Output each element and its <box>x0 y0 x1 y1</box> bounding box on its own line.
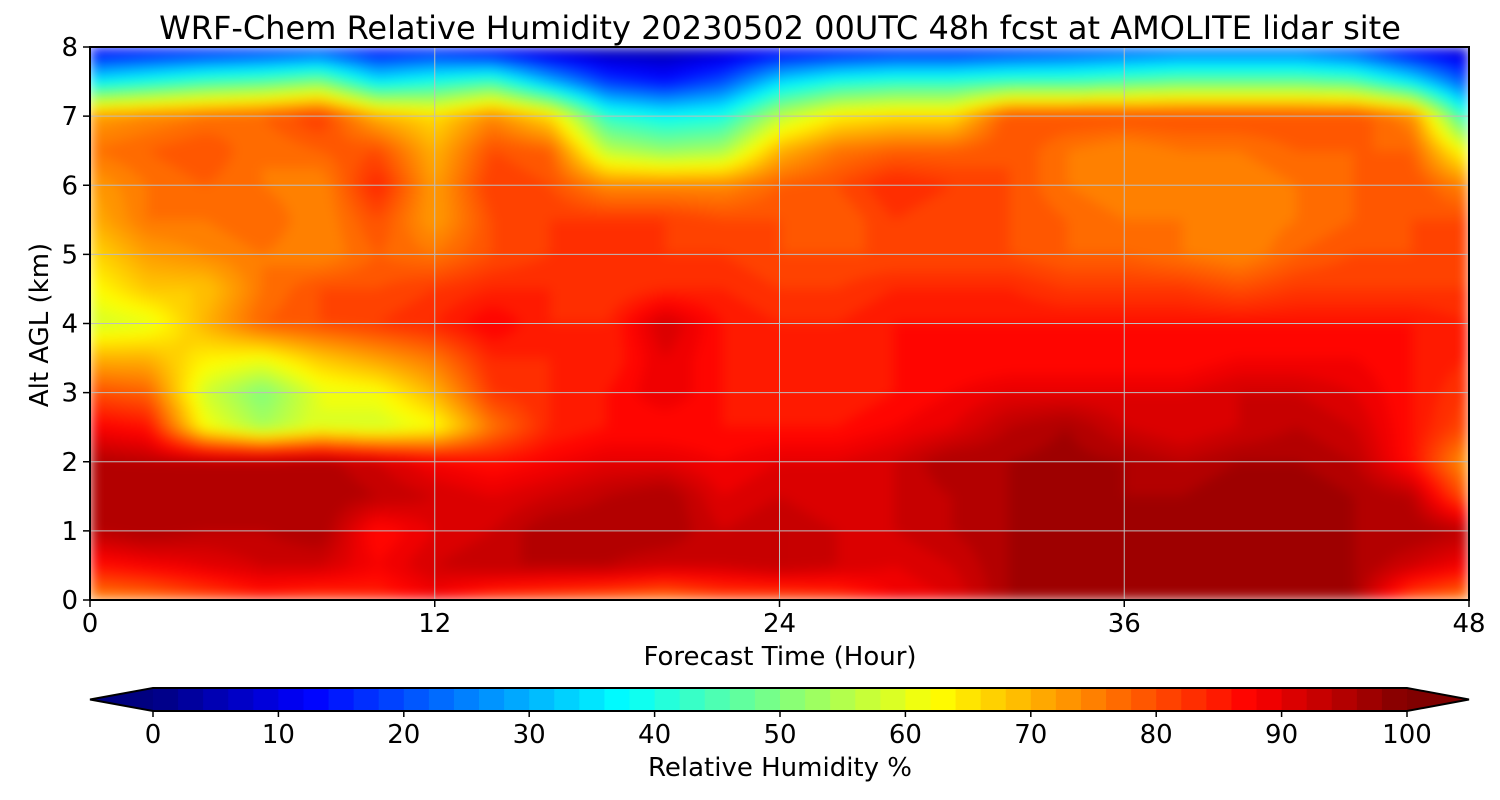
colorbar-segment <box>629 688 656 711</box>
x-tick-label: 48 <box>1452 609 1485 639</box>
y-tick-label: 2 <box>61 448 78 478</box>
colorbar-segment <box>1005 688 1032 711</box>
y-axis-label: Alt AGL (km) <box>25 243 55 407</box>
colorbar-segment <box>830 688 856 711</box>
colorbar-segment <box>1206 688 1233 711</box>
colorbar <box>89 687 1470 712</box>
colorbar-segment <box>805 688 831 711</box>
colorbar-segment <box>203 688 229 711</box>
colorbar-segment <box>1030 688 1057 711</box>
colorbar-segment <box>579 688 606 711</box>
colorbar-segment <box>479 688 505 711</box>
colorbar-segment <box>504 688 530 711</box>
colorbar-segment <box>1055 688 1082 711</box>
colorbar-segment <box>1281 688 1308 711</box>
colorbar-segment <box>278 688 305 711</box>
colorbar-segment <box>1106 688 1132 711</box>
colorbar-tick-label: 30 <box>513 720 546 750</box>
colorbar-segment <box>1156 688 1182 711</box>
colorbar-segment <box>153 688 179 711</box>
colorbar-extend-min <box>90 688 153 711</box>
x-axis: 0 12 24 36 48 <box>82 600 1486 639</box>
colorbar-segment <box>328 688 355 711</box>
y-tick-label: 1 <box>61 517 78 547</box>
y-tick-label: 5 <box>61 240 78 270</box>
colorbar-segment <box>1306 688 1333 711</box>
y-tick-label: 7 <box>61 102 78 132</box>
colorbar-segment <box>178 688 204 711</box>
colorbar-tick-label: 80 <box>1140 720 1173 750</box>
colorbar-segment <box>453 688 480 711</box>
colorbar-tick-label: 50 <box>763 720 796 750</box>
x-tick-label: 0 <box>82 609 99 639</box>
colorbar-segment <box>1181 688 1207 711</box>
colorbar-segment <box>780 688 806 711</box>
colorbar-segment <box>679 688 706 711</box>
colorbar-segment <box>228 688 254 711</box>
colorbar-segment <box>378 688 405 711</box>
y-tick-label: 0 <box>61 586 78 616</box>
y-axis: 0 1 2 3 4 5 6 7 8 <box>61 33 90 616</box>
colorbar-tick-label: 100 <box>1382 720 1432 750</box>
colorbar-segment <box>855 688 881 711</box>
colorbar-segment <box>1381 688 1408 711</box>
colorbar-segment <box>930 688 957 711</box>
y-tick-label: 3 <box>61 379 78 409</box>
colorbar-extend-max <box>1407 688 1469 711</box>
colorbar-tick-label: 60 <box>889 720 922 750</box>
colorbar-segment <box>353 688 380 711</box>
y-tick-label: 6 <box>61 171 78 201</box>
colorbar-segment <box>1080 688 1107 711</box>
colorbar-label: Relative Humidity % <box>648 753 912 783</box>
colorbar-segment <box>604 688 631 711</box>
x-axis-label: Forecast Time (Hour) <box>643 642 916 672</box>
colorbar-segment <box>729 688 756 711</box>
colorbar-tick-label: 10 <box>262 720 295 750</box>
colorbar-segment <box>303 688 330 711</box>
colorbar-tick-label: 70 <box>1014 720 1047 750</box>
colorbar-segment <box>1131 688 1157 711</box>
colorbar-segment <box>554 688 580 711</box>
x-tick-label: 24 <box>763 609 796 639</box>
colorbar-segment <box>880 688 906 711</box>
x-tick-label: 12 <box>418 609 451 639</box>
colorbar-segment <box>529 688 555 711</box>
colorbar-segment <box>980 688 1007 711</box>
colorbar-tick-label: 20 <box>387 720 420 750</box>
colorbar-segment <box>253 688 279 711</box>
colorbar-segment <box>704 688 731 711</box>
grid-lines <box>90 47 1469 600</box>
x-tick-label: 36 <box>1108 609 1141 639</box>
colorbar-segment <box>1356 688 1383 711</box>
colorbar-segment <box>1231 688 1258 711</box>
colorbar-segment <box>754 688 781 711</box>
y-tick-label: 8 <box>61 33 78 63</box>
colorbar-tick-label: 90 <box>1265 720 1298 750</box>
colorbar-segment <box>403 688 430 711</box>
colorbar-segment <box>1331 688 1358 711</box>
colorbar-segment <box>905 688 932 711</box>
chart-title: WRF-Chem Relative Humidity 20230502 00UT… <box>159 9 1401 47</box>
colorbar-tick-label: 40 <box>638 720 671 750</box>
colorbar-segment <box>1256 688 1283 711</box>
y-tick-label: 4 <box>61 310 78 340</box>
colorbar-segment <box>428 688 455 711</box>
colorbar-ticks: 0 10 20 30 40 50 60 70 80 90 100 <box>145 711 1432 750</box>
colorbar-segment <box>955 688 982 711</box>
colorbar-tick-label: 0 <box>145 720 162 750</box>
colorbar-segment <box>654 688 681 711</box>
